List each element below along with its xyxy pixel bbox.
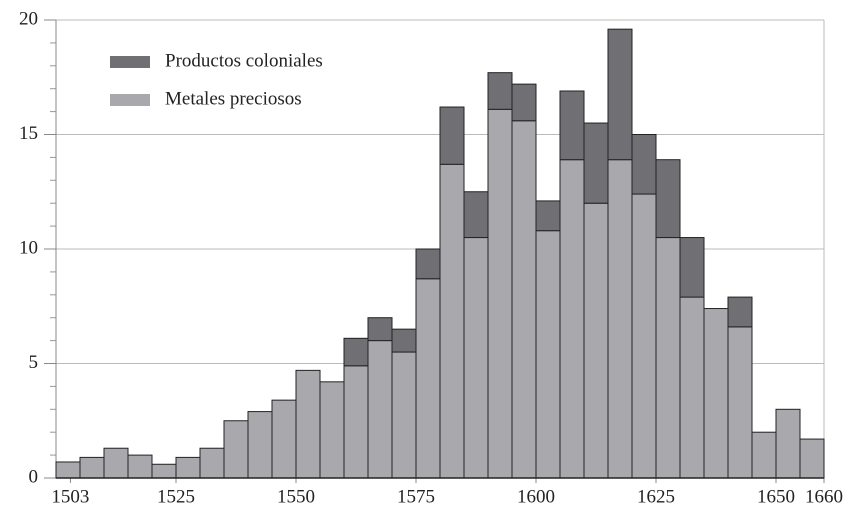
bar-segment [463, 191, 489, 239]
legend-swatch [110, 94, 150, 106]
x-tick-label: 1525 [157, 486, 195, 507]
bar-segment [199, 447, 225, 479]
bar-segment [271, 399, 297, 479]
y-tick-label: 5 [29, 352, 39, 373]
bar-segment [439, 163, 465, 479]
x-tick-label: 1503 [51, 486, 89, 507]
bar-segment [727, 326, 753, 479]
bar-segment [127, 454, 153, 479]
x-tick-label: 1600 [517, 486, 555, 507]
bar-segment [487, 72, 513, 110]
bar-segment [751, 431, 777, 479]
x-tick-label: 1625 [637, 486, 675, 507]
bar-segment [151, 463, 177, 479]
bar-segment [583, 122, 609, 204]
bar-segment [343, 337, 369, 367]
bar-segment [463, 237, 489, 479]
bar-segment [703, 308, 729, 479]
bar-segment [607, 159, 633, 479]
bar-segment [295, 369, 321, 479]
bar-segment [535, 230, 561, 479]
bar-segment [559, 159, 585, 479]
y-tick-label: 0 [29, 466, 39, 487]
bar-segment [799, 438, 825, 479]
bar-segment [343, 365, 369, 479]
bar-segment [391, 351, 417, 479]
bar-segment [631, 193, 657, 479]
bar-segment [727, 296, 753, 328]
bar-segment [55, 461, 81, 479]
bar-segment [631, 134, 657, 195]
legend-label: Metales preciosos [165, 88, 302, 109]
bar-segment [655, 159, 681, 239]
bar-segment [175, 456, 201, 479]
bar-segment [367, 317, 393, 342]
x-tick-label: 1575 [397, 486, 435, 507]
bar-segment [367, 340, 393, 479]
bar-segment [511, 120, 537, 479]
bar-segment [511, 83, 537, 122]
bar-segment [415, 278, 441, 479]
x-tick-label: 1550 [277, 486, 315, 507]
bar-segment [607, 28, 633, 161]
bar-segment [655, 237, 681, 479]
bar-segment [319, 381, 345, 479]
y-tick-label: 15 [19, 123, 38, 144]
x-tick-label: 1660 [805, 486, 843, 507]
bar-segment [679, 296, 705, 479]
y-tick-label: 20 [19, 8, 38, 29]
bar-segment [391, 328, 417, 353]
bar-segment [439, 106, 465, 165]
bar-segment [535, 200, 561, 232]
bar-segment [79, 456, 105, 479]
legend-swatch [110, 56, 150, 68]
bar-segment [679, 237, 705, 298]
bar-segment [583, 202, 609, 479]
bar-segment [103, 447, 129, 479]
bar-segment [223, 420, 249, 479]
bar-segment [559, 90, 585, 161]
y-tick-label: 10 [19, 237, 38, 258]
bar-segment [487, 108, 513, 479]
legend-label: Productos coloniales [165, 50, 323, 71]
bar-segment [415, 248, 441, 280]
bar-segment [775, 408, 801, 479]
x-tick-label: 1650 [757, 486, 795, 507]
bar-segment [247, 411, 273, 479]
